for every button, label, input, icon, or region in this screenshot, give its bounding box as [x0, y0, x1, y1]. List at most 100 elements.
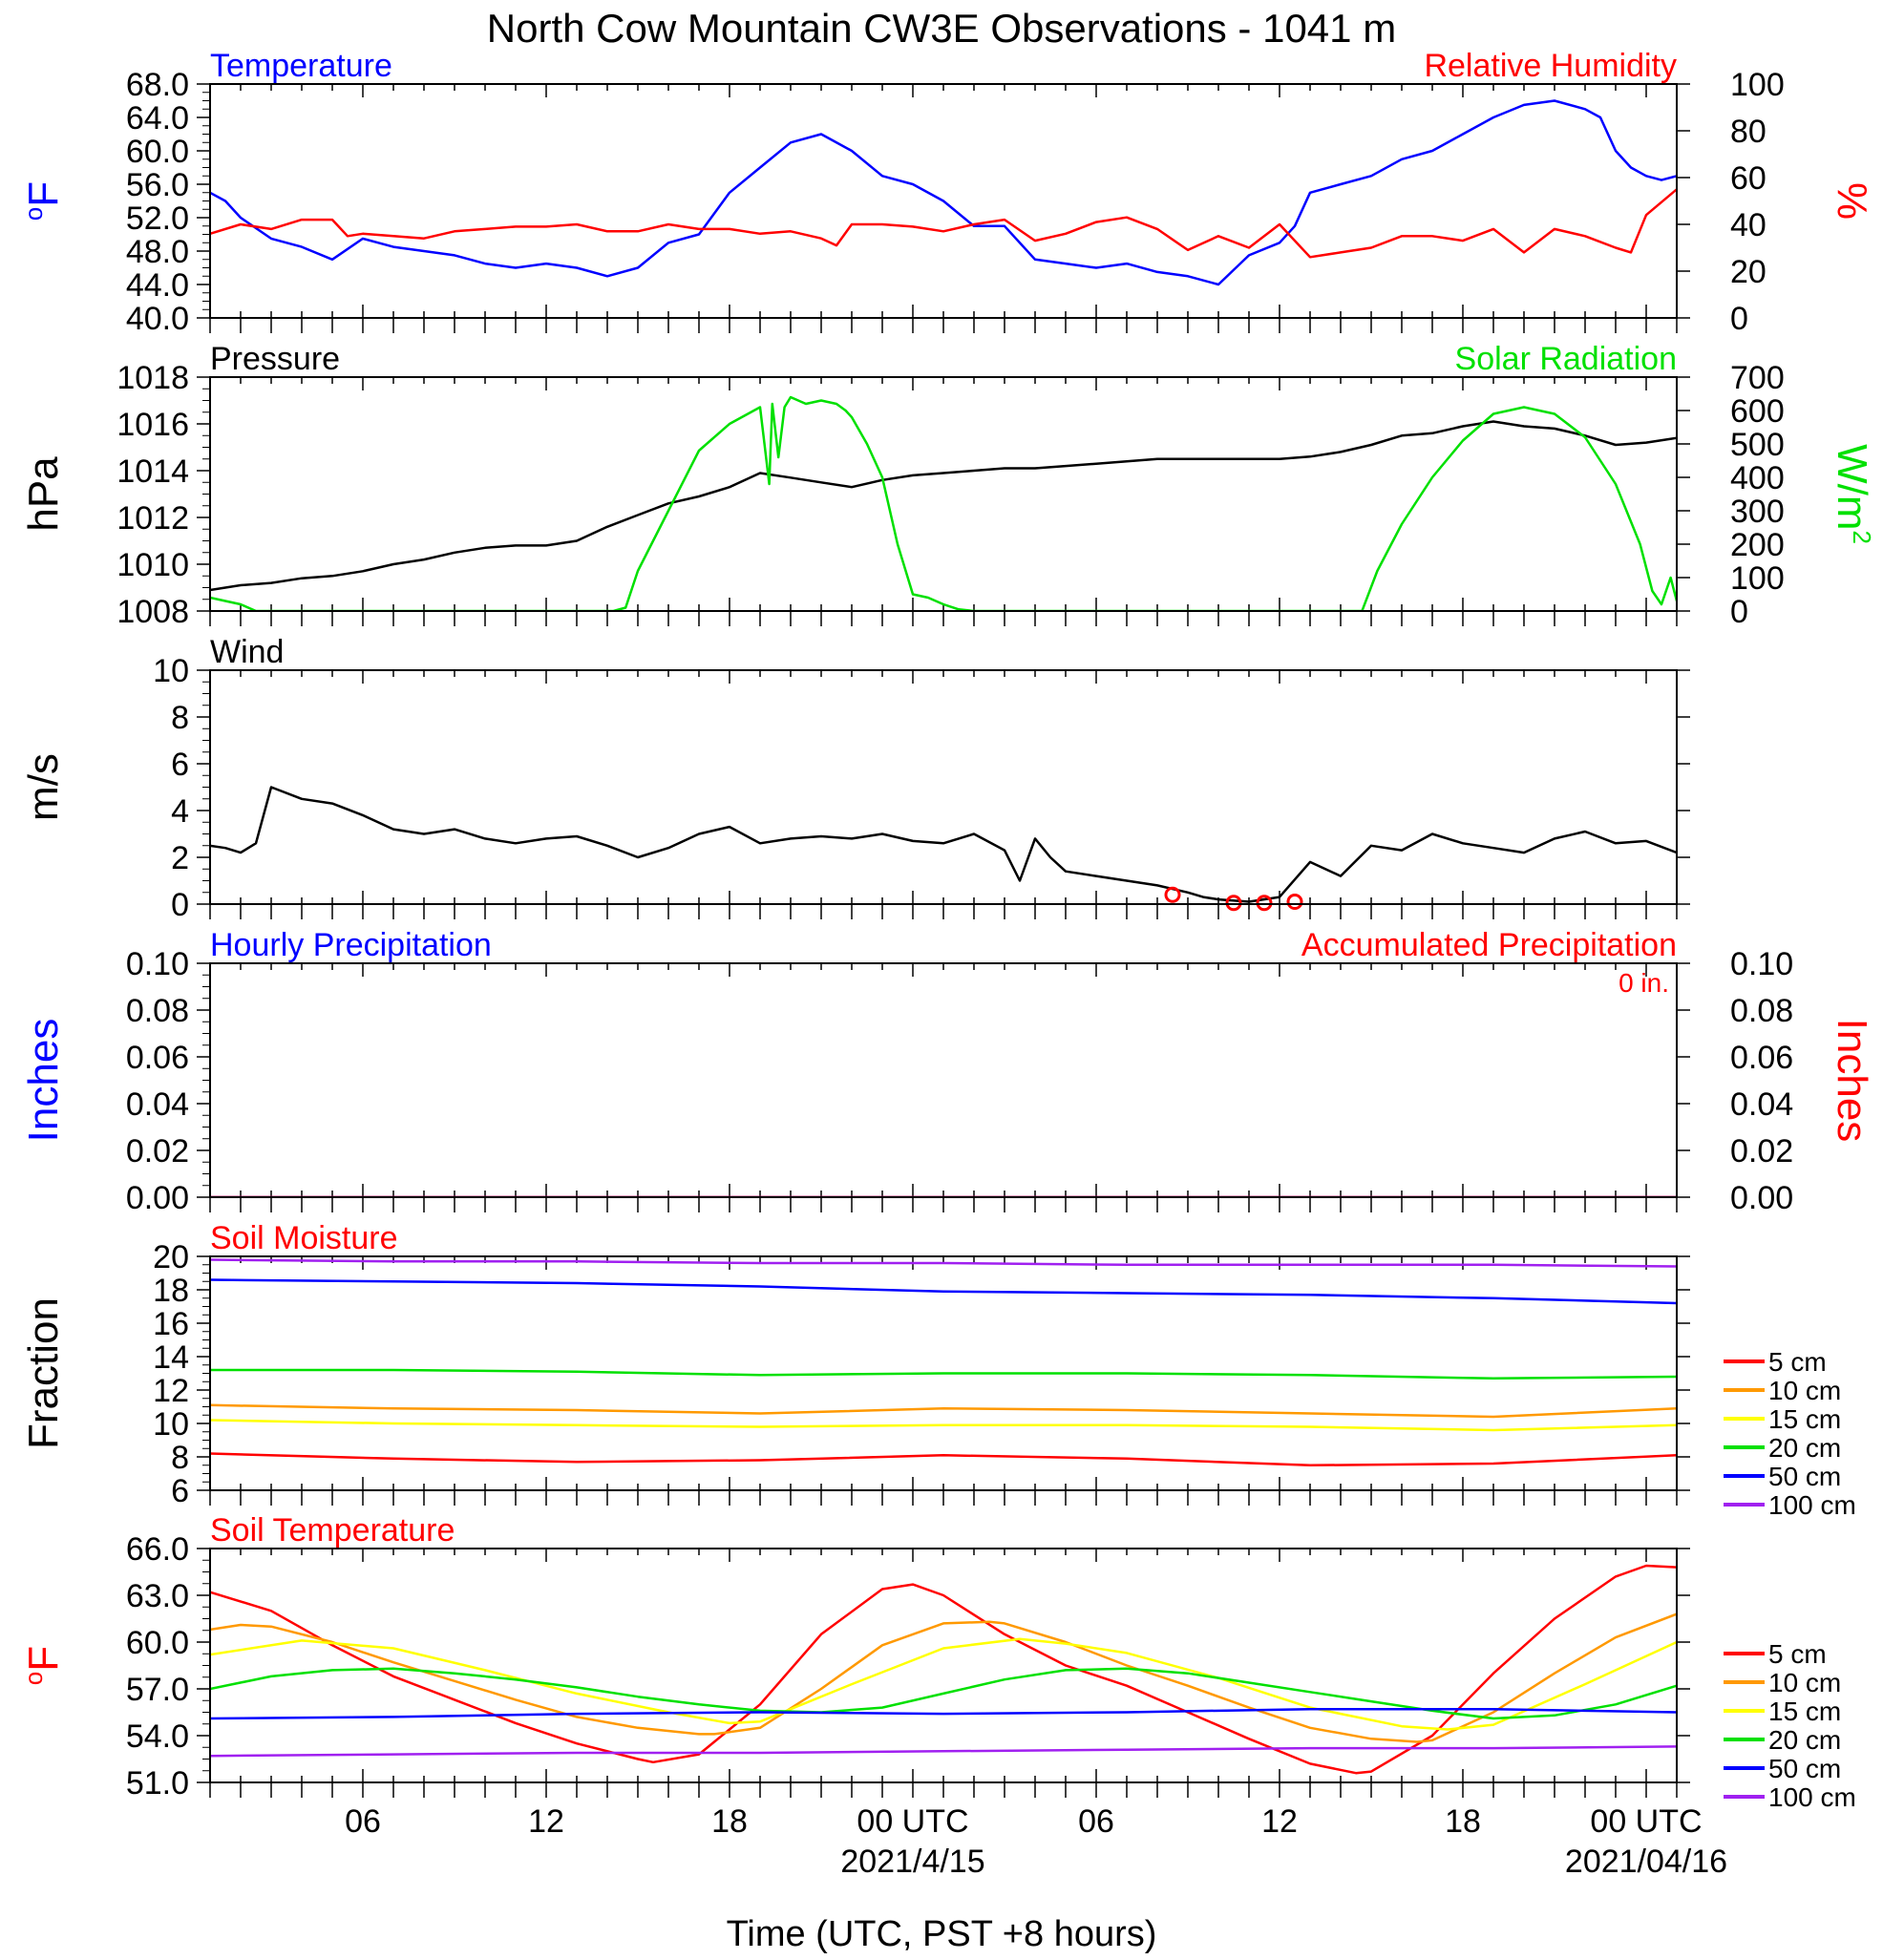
legend-label: 5 cm [1768, 1639, 1827, 1669]
calm-marker [1225, 895, 1242, 912]
y-tick-label-left: 0.04 [126, 1086, 189, 1123]
legend-label: 15 cm [1768, 1404, 1841, 1434]
panel-frame [209, 962, 1678, 1198]
panel-wind: 0 2 4 6 8 10 Wind m/s [20, 634, 1690, 923]
y-tick-label-right: 0.02 [1730, 1133, 1793, 1170]
y-axis-label-right: % [1829, 182, 1875, 220]
panel-title-left: Hourly Precipitation [210, 927, 492, 963]
legend-label: 10 cm [1768, 1376, 1841, 1405]
panel-frame [209, 376, 1678, 612]
panel-title-right: Relative Humidity [1424, 48, 1677, 84]
time-tick-label: 18 [1445, 1803, 1481, 1840]
legend-label: 5 cm [1768, 1347, 1827, 1377]
y-tick-label-left: 54.0 [126, 1718, 189, 1755]
y-tick-label-left: 8 [171, 1440, 189, 1476]
y-axis-label-left: hPa [20, 456, 67, 532]
series-line-5-cm [210, 1564, 1677, 1775]
y-tick-label-left: 8 [171, 700, 189, 736]
y-axis-label-unit: Inches [1829, 1019, 1875, 1143]
y-tick-label-right: 0.10 [1730, 946, 1793, 982]
y-tick-label-right: 40 [1730, 207, 1767, 243]
y-axis-label-left: oF [19, 1646, 67, 1685]
y-tick-label-right: 0.00 [1730, 1180, 1793, 1216]
time-tick-label: 00 UTC [857, 1803, 968, 1840]
y-tick-label-left: 66.0 [126, 1531, 189, 1568]
y-tick-label-right: 0.04 [1730, 1086, 1793, 1123]
y-axis-label-left: m/s [20, 753, 67, 821]
series-line-10-cm [210, 1403, 1677, 1419]
y-tick-label-left: 4 [171, 793, 189, 830]
y-tick-label-left: 63.0 [126, 1578, 189, 1614]
y-tick-label-left: 1016 [116, 407, 189, 443]
y-tick-label-right: 300 [1730, 494, 1785, 530]
y-tick-label-right: 600 [1730, 393, 1785, 430]
y-tick-label-right: 20 [1730, 254, 1767, 290]
y-tick-label-left: 64.0 [126, 100, 189, 137]
y-tick-label-left: 20 [153, 1239, 189, 1275]
series-line-solar-radiation [210, 395, 1677, 611]
panel-title-left: Wind [210, 634, 284, 670]
y-axis-label-unit: F [20, 181, 67, 207]
y-tick-label-left: 1018 [116, 360, 189, 396]
panel-frame [209, 83, 1678, 319]
series-line-50-cm [210, 1707, 1677, 1720]
y-tick-label-left: 60.0 [126, 1625, 189, 1661]
series-line-100-cm [210, 1258, 1677, 1268]
y-tick-label-right: 100 [1730, 560, 1785, 597]
time-tick-label: 00 UTC [1590, 1803, 1702, 1840]
y-tick-label-left: 1014 [116, 453, 189, 490]
y-tick-label-left: 2 [171, 840, 189, 876]
series-line-10-cm [210, 1612, 1677, 1743]
legend-label: 10 cm [1768, 1668, 1841, 1697]
series-line-15-cm [210, 1637, 1677, 1731]
y-tick-label-left: 51.0 [126, 1765, 189, 1802]
time-tick-label: 18 [711, 1803, 748, 1840]
panel-soil_temp: 51.0 54.0 57.0 60.0 63.0 66.0 Soil Temperature… [19, 1512, 1856, 1880]
series-line-temperature [210, 99, 1677, 286]
time-tick-label: 06 [1078, 1803, 1114, 1840]
y-tick-label-left: 57.0 [126, 1672, 189, 1708]
y-tick-label-left: 0.10 [126, 946, 189, 982]
legend-label: 100 cm [1768, 1782, 1856, 1812]
y-tick-label-left: 18 [153, 1273, 189, 1309]
legend-label: 50 cm [1768, 1754, 1841, 1783]
series-line-5-cm [210, 1452, 1677, 1467]
y-tick-label-right: 200 [1730, 527, 1785, 563]
y-tick-label-left: 1010 [116, 547, 189, 583]
panels-group: 40.044.048.052.056.060.064.068.002040608… [19, 48, 1876, 1880]
y-tick-label-left: 0.08 [126, 993, 189, 1029]
y-tick-label-left: 10 [153, 653, 189, 689]
y-axis-label-left: Fraction [20, 1297, 67, 1449]
y-tick-label-left: 0.02 [126, 1133, 189, 1170]
panel-precip: 0.00 0.02 0.04 0.06 0.08 0.10 0.00 0.02 0.04 0.06… [20, 927, 1875, 1216]
y-axis-label-unit: F [20, 1646, 67, 1672]
panel-title-left: Soil Temperature [210, 1512, 455, 1549]
y-tick-label-left: 14 [153, 1339, 189, 1376]
x-axis-label: Time (UTC, PST +8 hours) [727, 1914, 1157, 1954]
y-tick-label-right: 80 [1730, 114, 1767, 150]
series-line-15-cm [210, 1419, 1677, 1432]
y-axis-label-unit: W/m [1829, 444, 1875, 530]
calm-marker [1164, 886, 1181, 903]
y-tick-label-right: 0 [1730, 594, 1748, 630]
panel-title-left: Pressure [210, 341, 340, 377]
y-tick-label-right: 500 [1730, 427, 1785, 463]
panel-title-left: Soil Moisture [210, 1220, 398, 1256]
panel-title-right: Solar Radiation [1455, 341, 1677, 377]
panel-pressure_solar: 1008 1010 1012 1014 1016 1018 0100200300400500… [20, 341, 1876, 630]
panel-annotation: 0 in. [1619, 968, 1669, 998]
time-tick-label: 06 [345, 1803, 381, 1840]
date-label: 2021/04/16 [1565, 1844, 1727, 1880]
panel-frame [209, 669, 1678, 905]
y-tick-label-right: 0.06 [1730, 1040, 1793, 1076]
legend-label: 20 cm [1768, 1433, 1841, 1463]
calm-marker [1256, 895, 1273, 912]
y-axis-label-unit: % [1829, 182, 1875, 220]
y-axis-label-right: Inches [1829, 1019, 1875, 1143]
y-axis-label-right: W/m2 [1829, 444, 1876, 544]
panel-title-left: Temperature [210, 48, 392, 84]
date-label: 2021/4/15 [840, 1844, 984, 1880]
y-tick-label-left: 60.0 [126, 134, 189, 170]
y-tick-label-left: 10 [153, 1406, 189, 1443]
panel-frame [209, 1255, 1678, 1491]
